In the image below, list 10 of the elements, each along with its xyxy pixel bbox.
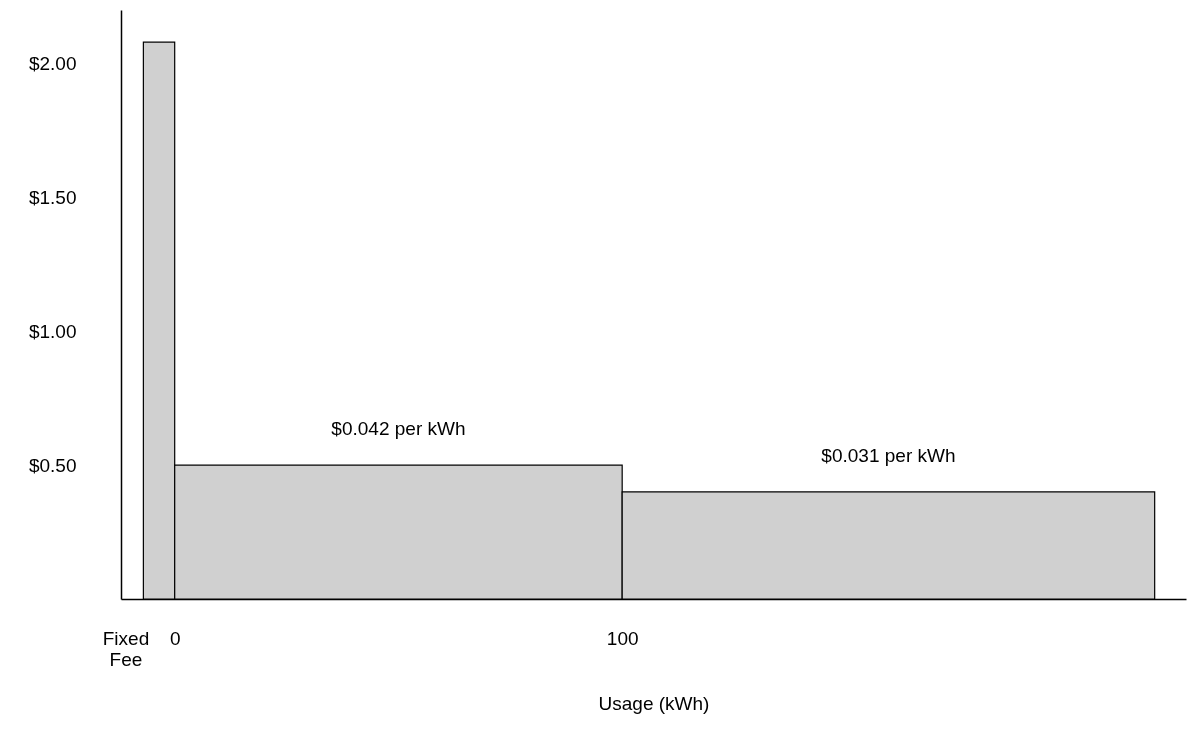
annotation: $0.031 per kWh <box>821 444 956 466</box>
x-axis-title: Usage (kWh) <box>598 692 710 714</box>
y-tick-label: $2.00 <box>28 53 77 75</box>
x-tick-label: 0 <box>169 627 181 649</box>
y-tick-label: $1.50 <box>28 186 77 208</box>
x-tick-label: Fixed Fee <box>102 627 150 670</box>
y-tick-label: $1.00 <box>28 320 77 342</box>
annotation: $0.042 per kWh <box>331 418 466 440</box>
y-tick-label: $0.50 <box>28 454 77 476</box>
x-tick-label: 100 <box>606 627 639 649</box>
